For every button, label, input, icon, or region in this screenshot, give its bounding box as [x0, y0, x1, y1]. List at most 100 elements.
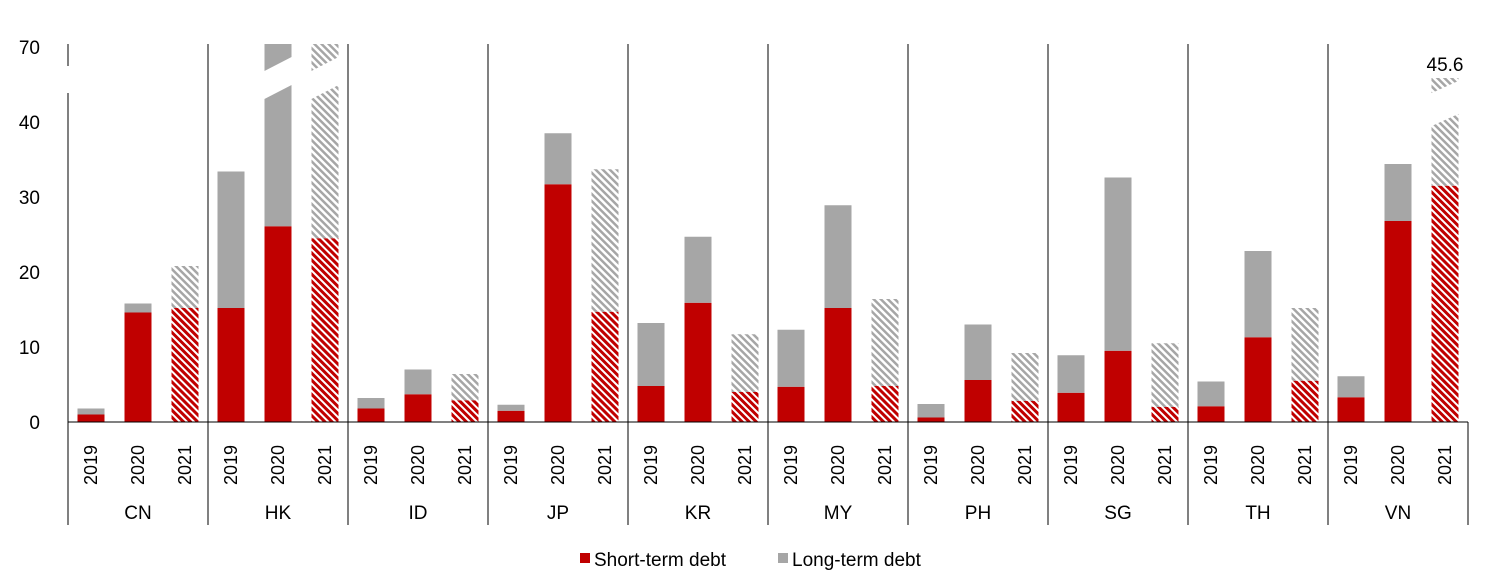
year-tick-label: 2020 — [1108, 445, 1128, 485]
bar-CN-2021-short-term — [171, 308, 199, 422]
year-tick-label: 2020 — [408, 445, 428, 485]
bar-JP-2019-short-term — [497, 410, 525, 422]
year-tick-label: 2021 — [175, 445, 195, 485]
bar-PH-2019-long-term — [917, 404, 945, 418]
bar-SG-2019-long-term — [1057, 355, 1085, 393]
bar-HK-2019-short-term — [217, 308, 245, 422]
legend: Short-term debt Long-term debt — [580, 550, 922, 571]
year-tick-label: 2019 — [1201, 445, 1221, 485]
y-tick-label: 10 — [19, 338, 40, 359]
bar-KR-2021-short-term — [731, 392, 759, 422]
bar-VN-2020-long-term — [1384, 164, 1412, 221]
legend-swatch-short-term — [580, 553, 590, 563]
bar-ID-2021-long-term — [451, 374, 479, 401]
year-tick-label: 2020 — [968, 445, 988, 485]
year-tick-label: 2019 — [361, 445, 381, 485]
bar-KR-2021-long-term — [731, 334, 759, 392]
year-tick-label: 2019 — [921, 445, 941, 485]
bar-SG-2020-long-term — [1104, 177, 1132, 351]
legend-swatch-long-term — [778, 553, 788, 563]
year-tick-label: 2021 — [1295, 445, 1315, 485]
bar-TH-2019-short-term — [1197, 406, 1225, 422]
bar-JP-2021-long-term — [591, 169, 619, 312]
y-tick-label: 40 — [19, 113, 40, 134]
year-tick-label: 2020 — [828, 445, 848, 485]
bar-KR-2019-short-term — [637, 386, 665, 422]
y-tick-label: 20 — [19, 263, 40, 284]
bar-VN-2021-short-term — [1431, 185, 1459, 422]
bar-PH-2020-short-term — [964, 380, 992, 422]
y-tick-label: 0 — [29, 413, 40, 434]
bar-KR-2019-long-term — [637, 323, 665, 386]
year-tick-label: 2019 — [81, 445, 101, 485]
year-tick-label: 2021 — [315, 445, 335, 485]
bar-KR-2020-short-term — [684, 302, 712, 422]
year-tick-label: 2021 — [595, 445, 615, 485]
country-label: SG — [1104, 503, 1131, 524]
year-tick-label: 2021 — [875, 445, 895, 485]
axis-break-mark — [1429, 80, 1461, 127]
year-tick-label: 2021 — [1435, 445, 1455, 485]
bar-MY-2020-short-term — [824, 308, 852, 422]
bar-MY-2019-short-term — [777, 386, 805, 422]
axis-break-mark — [262, 56, 294, 100]
country-label: CN — [124, 503, 151, 524]
year-tick-label: 2020 — [268, 445, 288, 485]
bar-SG-2021-long-term — [1151, 343, 1179, 407]
bar-VN-2019-long-term — [1337, 376, 1365, 398]
bar-PH-2021-long-term — [1011, 353, 1039, 401]
bar-ID-2019-long-term — [357, 398, 385, 409]
bar-VN-2020-short-term — [1384, 221, 1412, 422]
year-tick-label: 2020 — [548, 445, 568, 485]
bar-ID-2020-long-term — [404, 369, 432, 395]
legend-label-short-term: Short-term debt — [594, 550, 727, 571]
bar-JP-2020-long-term — [544, 133, 572, 185]
bar-TH-2019-long-term — [1197, 381, 1225, 407]
year-tick-label: 2019 — [781, 445, 801, 485]
year-tick-label: 2019 — [1341, 445, 1361, 485]
country-label: MY — [824, 503, 853, 524]
country-label: PH — [965, 503, 991, 524]
year-tick-label: 2019 — [221, 445, 241, 485]
bar-HK-2020-short-term — [264, 226, 292, 422]
bar-TH-2021-long-term — [1291, 308, 1319, 381]
bar-MY-2019-long-term — [777, 329, 805, 387]
bar-JP-2019-long-term — [497, 404, 525, 411]
country-label: JP — [547, 503, 569, 524]
bar-SG-2019-short-term — [1057, 392, 1085, 422]
legend-label-long-term: Long-term debt — [792, 550, 922, 571]
bar-SG-2020-short-term — [1104, 350, 1132, 422]
country-label: ID — [409, 503, 428, 524]
country-label: VN — [1385, 503, 1411, 524]
country-label: TH — [1245, 503, 1270, 524]
y-tick-label: 70 — [19, 38, 40, 59]
bar-PH-2020-long-term — [964, 324, 992, 380]
bar-PH-2019-short-term — [917, 417, 945, 422]
bar-ID-2019-short-term — [357, 408, 385, 422]
bar-MY-2021-short-term — [871, 386, 899, 422]
year-tick-label: 2019 — [501, 445, 521, 485]
year-tick-label: 2021 — [455, 445, 475, 485]
year-tick-label: 2020 — [1248, 445, 1268, 485]
y-tick-label: 30 — [19, 188, 40, 209]
bar-VN-2019-short-term — [1337, 397, 1365, 422]
year-tick-label: 2019 — [641, 445, 661, 485]
bar-JP-2021-short-term — [591, 311, 619, 422]
year-tick-label: 2019 — [1061, 445, 1081, 485]
bar-HK-2019-long-term — [217, 171, 245, 308]
bar-TH-2020-long-term — [1244, 251, 1272, 338]
bar-CN-2020-long-term — [124, 303, 152, 313]
bar-CN-2020-short-term — [124, 312, 152, 422]
country-label: HK — [265, 503, 292, 524]
country-label: KR — [685, 503, 711, 524]
year-tick-label: 2021 — [1155, 445, 1175, 485]
year-tick-label: 2020 — [1388, 445, 1408, 485]
axis-break-mark — [309, 56, 341, 100]
bar-CN-2019-long-term — [77, 408, 105, 415]
year-tick-label: 2021 — [1015, 445, 1035, 485]
bar-HK-2021-short-term — [311, 238, 339, 422]
bar-CN-2021-long-term — [171, 266, 199, 308]
bar-SG-2021-short-term — [1151, 407, 1179, 422]
